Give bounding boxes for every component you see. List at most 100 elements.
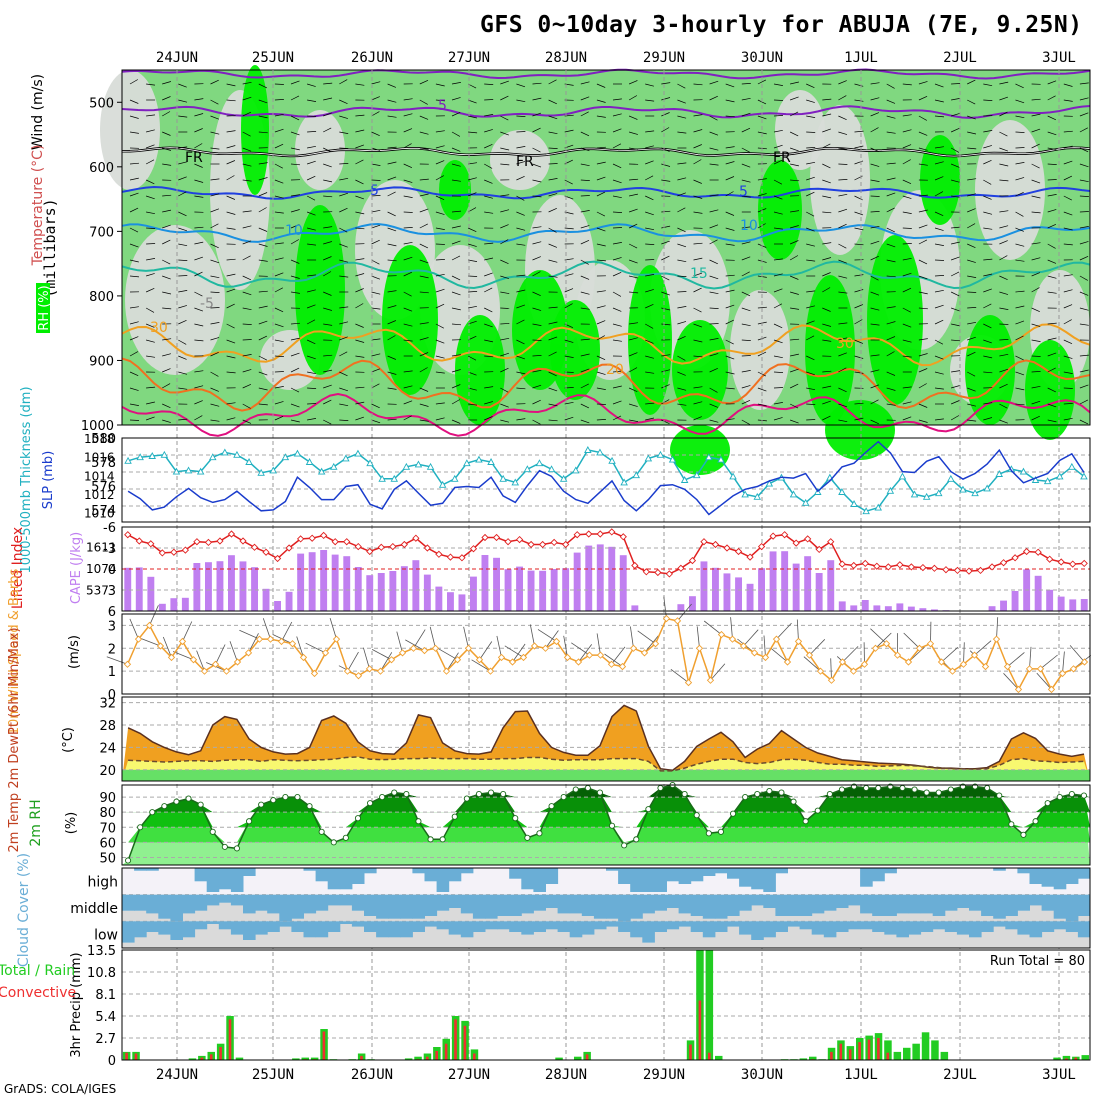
upper-wind-barb — [1063, 83, 1073, 87]
cape-bar — [631, 605, 639, 611]
upper-wind-barb — [645, 243, 655, 245]
upper-wind-barb — [596, 83, 606, 88]
upper-wind-barb — [339, 336, 348, 341]
rh-series-point — [379, 794, 386, 801]
wind-speed-series-point — [299, 653, 308, 662]
contour-label: 10 — [285, 223, 303, 239]
upper-wind-barb — [1079, 127, 1088, 133]
upper-wind-barb — [564, 227, 574, 230]
cloud-cover-bar — [146, 868, 159, 871]
upper-wind-barb — [1015, 177, 1025, 181]
upper-wind-barb — [806, 305, 815, 309]
upper-wind-barb — [934, 176, 944, 181]
thickness-series-point — [184, 466, 193, 474]
upper-wind-barb — [129, 207, 139, 213]
upper-wind-barb — [226, 323, 235, 329]
upper-wind-barb — [757, 131, 767, 135]
rh-label: 2m RH — [28, 799, 44, 846]
rh-series-point — [1008, 821, 1015, 828]
cloud-cover-bar — [315, 868, 329, 882]
upper-wind-barb — [661, 225, 671, 229]
upper-wind-barb — [532, 147, 541, 153]
upper-wind-barb — [323, 399, 332, 405]
cape-bar — [1080, 599, 1088, 611]
upper-wind-barb — [145, 179, 155, 185]
upper-wind-barb — [854, 417, 864, 421]
precip-total-bar — [188, 1058, 197, 1060]
wind-speed-series — [126, 617, 1085, 692]
wind-speed-series-point — [926, 640, 935, 648]
precip-total-bar — [921, 1032, 930, 1060]
upper-wind-barb — [999, 419, 1008, 424]
upper-wind-barb — [709, 291, 719, 295]
thickness-series-point — [317, 467, 326, 475]
upper-wind-barb — [226, 258, 236, 261]
lifted-index-series-point — [389, 542, 397, 551]
upper-wind-barb — [516, 211, 525, 216]
cloud-cover-bar — [218, 868, 232, 890]
thickness-series-point — [208, 453, 217, 461]
cloud-cover-bar — [848, 894, 861, 906]
cloud-cover-bar — [884, 894, 897, 916]
rh-dry-area — [490, 130, 550, 190]
cloud-cover-bar — [944, 921, 958, 932]
cloud-cover-bar — [606, 921, 619, 927]
rh-dry-area — [730, 290, 790, 410]
rh-moist-area — [241, 65, 269, 195]
cloud-cover-bar — [315, 894, 329, 911]
upper-wind-barb — [693, 114, 703, 117]
cloud-cover-bar — [230, 894, 244, 906]
rh-series-point — [403, 791, 410, 798]
upper-wind-barb — [1063, 175, 1073, 181]
upper-wind-barb — [435, 83, 445, 87]
upper-wind-barb — [1063, 417, 1073, 421]
left-tick-label: 24 — [99, 741, 116, 756]
cloud-cover-bar — [593, 894, 607, 919]
cloud-cover-bar — [702, 868, 716, 876]
surface-wind-barb — [296, 636, 304, 658]
upper-wind-barb — [162, 224, 171, 229]
upper-wind-barb — [773, 387, 784, 389]
temperature-frame — [121, 696, 1091, 782]
upper-wind-barb — [580, 403, 590, 409]
upper-wind-barb — [741, 97, 751, 101]
upper-wind-barb — [419, 193, 429, 197]
upper-wind-barb — [773, 144, 783, 149]
upper-wind-barb — [500, 275, 510, 279]
cloud-cover-bar — [1017, 894, 1030, 911]
wind-speed-series-point — [739, 642, 748, 650]
upper-wind-barb — [371, 259, 380, 265]
upper-wind-barb — [918, 131, 928, 136]
upper-wind-barb — [580, 147, 590, 152]
upper-wind-barb — [226, 273, 236, 277]
bottom-date-label: 28JUN — [545, 1067, 587, 1083]
upper-wind-barb — [612, 242, 622, 245]
upper-wind-barb — [178, 115, 188, 118]
cloud-cover-bar — [122, 894, 135, 911]
upper-wind-barb — [886, 259, 896, 263]
upper-wind-barb — [403, 385, 413, 389]
upper-wind-barb — [741, 195, 751, 198]
upper-wind-barb — [307, 145, 316, 149]
cloud-cover-bar — [823, 921, 837, 938]
rh-moist-area — [758, 160, 802, 260]
upper-wind-barb — [339, 243, 348, 248]
upper-wind-barb — [999, 323, 1009, 325]
upper-wind-barb — [934, 339, 944, 345]
wind-speed-series-point — [266, 635, 275, 643]
cloud-cover-bar — [230, 868, 244, 892]
top-date-label: 29JUN — [643, 50, 685, 66]
upper-wind-barb — [725, 418, 735, 421]
upper-wind-barb — [387, 371, 397, 375]
upper-wind-barb — [580, 239, 590, 245]
upper-wind-barb — [661, 97, 671, 101]
upper-wind-barb — [999, 291, 1009, 295]
upper-wind-barb — [129, 131, 139, 134]
upper-wind-barb — [532, 419, 541, 425]
left-tick-label: 3 — [108, 619, 116, 634]
upper-wind-barb — [500, 95, 509, 101]
cloud-cover-bar — [690, 868, 704, 882]
rh-moist-area — [439, 160, 471, 220]
cape-bar — [481, 555, 489, 611]
upper-wind-barb — [484, 143, 493, 149]
